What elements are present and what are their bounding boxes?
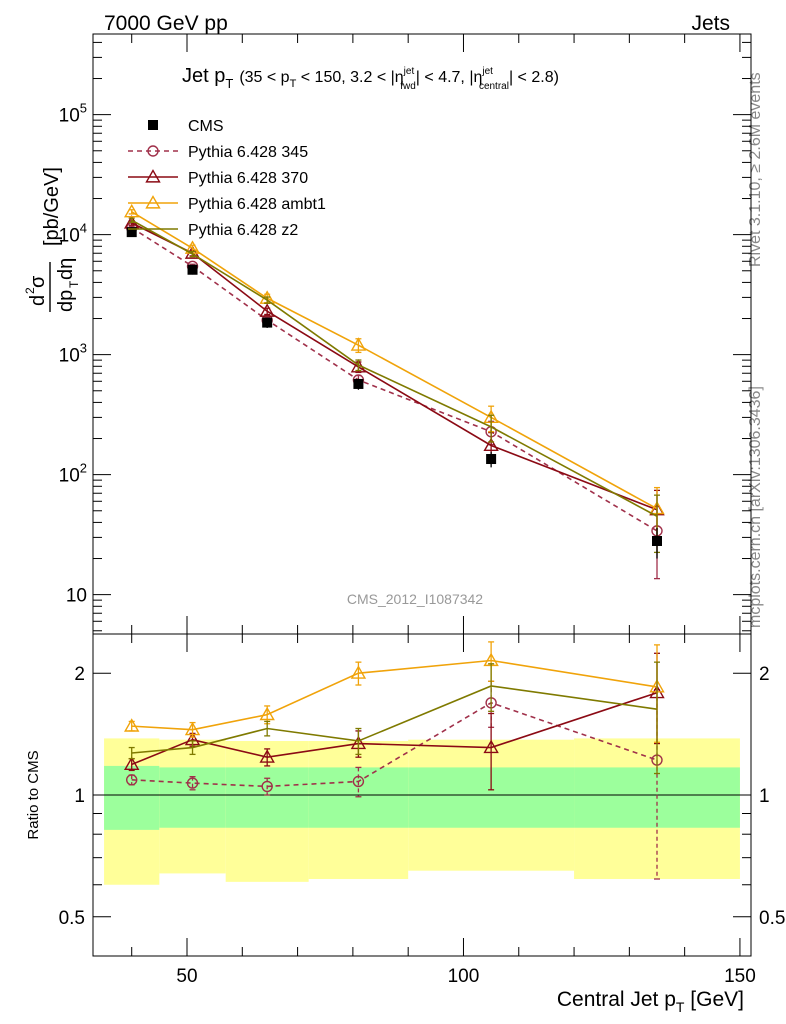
cms-point [486, 454, 497, 465]
main-line-p345 [131, 227, 658, 532]
main-line-ambt1 [131, 211, 658, 510]
ratio-point-p345 [126, 774, 138, 786]
legend: CMS Pythia 6.428 345 Pythia 6.428 370 Pythi… [128, 118, 326, 239]
band-inner-2 [225, 767, 309, 828]
svg-text:d: d [27, 295, 49, 306]
rivet-label: Rivet 3.1.10, ≥ 2.6M events [747, 72, 764, 267]
legend-label-p370: Pythia 6.428 370 [188, 170, 308, 187]
main-ytick-label: 10 [66, 586, 87, 607]
ratio-line-p345 [131, 701, 658, 788]
svg-text:dp: dp [55, 290, 77, 312]
legend-marker-ambt1 [145, 195, 161, 209]
main-point-ambt1 [123, 203, 140, 218]
ratio-ytick-label-right: 1 [759, 786, 770, 807]
main-y-label: d 2 σ dp T dη [pb/GeV] [23, 167, 81, 312]
ratio-point-p370 [483, 739, 499, 754]
cms-point [353, 378, 364, 389]
legend-marker-p345 [147, 145, 159, 157]
ratio-point-ambt1 [259, 706, 275, 721]
legend-marker-cms [148, 120, 158, 130]
ratio-line-ambt1 [131, 659, 658, 731]
svg-text:σ: σ [27, 275, 49, 288]
main-line-z2 [131, 219, 658, 517]
main-ytick-label: 102 [59, 461, 87, 487]
ratio-point-p370 [259, 749, 275, 763]
ratio-ytick-label-left: 1 [74, 786, 85, 807]
ratio-frame [92, 633, 752, 957]
main-y-unit: [pb/GeV] [41, 167, 63, 246]
ratio-ytick-label-right: 0.5 [759, 908, 785, 929]
main-ytick-label: 104 [59, 221, 87, 247]
svg-text:2: 2 [23, 287, 37, 294]
ratio-bands [93, 738, 751, 885]
header-right: Jets [691, 12, 730, 35]
main-axes: 10 102 103 104 105 [59, 34, 751, 634]
cms-point [126, 227, 137, 238]
main-point-ambt1 [350, 337, 367, 351]
ratio-point-ambt1 [123, 718, 140, 732]
legend-label-cms: CMS [188, 118, 224, 135]
legend-label-ambt1: Pythia 6.428 ambt1 [188, 196, 326, 213]
x-axis-label: Central Jet pT [GeV] [557, 988, 744, 1015]
main-point-p370 [483, 437, 499, 452]
main-ytick-label: 105 [59, 101, 87, 127]
ratio-y-label: Ratio to CMS [25, 750, 42, 839]
plot-title: Jet pT (35 < pT < 150, 3.2 < |ηjet fwd| < … [182, 65, 559, 92]
ratio-ytick-label-left: 0.5 [59, 908, 85, 929]
ratio-series [123, 641, 665, 880]
main-ytick-label: 103 [59, 341, 87, 367]
ratio-point-p345 [352, 775, 365, 788]
ratio-axes: 0.5 0.5 1 1 2 2 50 100 150 [59, 634, 785, 987]
ratio-ytick-label-left: 2 [74, 664, 85, 685]
main-line-p370 [131, 222, 658, 511]
cms-point [262, 317, 273, 328]
svg-text:dη: dη [55, 258, 77, 280]
ratio-point-p345 [261, 780, 273, 793]
main-point-p370 [259, 303, 275, 317]
ratio-point-ambt1 [350, 665, 367, 679]
mcplots-label: mcplots.cern.ch [arXiv:1306.3436] [747, 386, 764, 628]
x-tick-label: 100 [448, 966, 480, 987]
legend-label-z2: Pythia 6.428 z2 [188, 222, 298, 239]
analysis-watermark: CMS_2012_I1087342 [347, 591, 483, 607]
main-series [123, 203, 665, 580]
cms-point [187, 264, 198, 275]
x-tick-label: 150 [724, 966, 756, 987]
ratio-point-p345 [186, 777, 199, 789]
legend-label-p345: Pythia 6.428 345 [188, 144, 308, 161]
ratio-point-ambt1 [184, 721, 201, 736]
x-tick-label: 50 [176, 966, 197, 987]
header-left: 7000 GeV pp [104, 12, 228, 35]
ratio-line-p370 [131, 691, 658, 766]
legend-marker-p370 [145, 169, 161, 183]
ratio-ytick-label-right: 2 [759, 664, 770, 685]
ratio-line-z2 [131, 685, 658, 754]
ratio-point-p370 [123, 756, 140, 771]
cms-point [652, 535, 662, 546]
svg-text:T: T [67, 280, 81, 288]
